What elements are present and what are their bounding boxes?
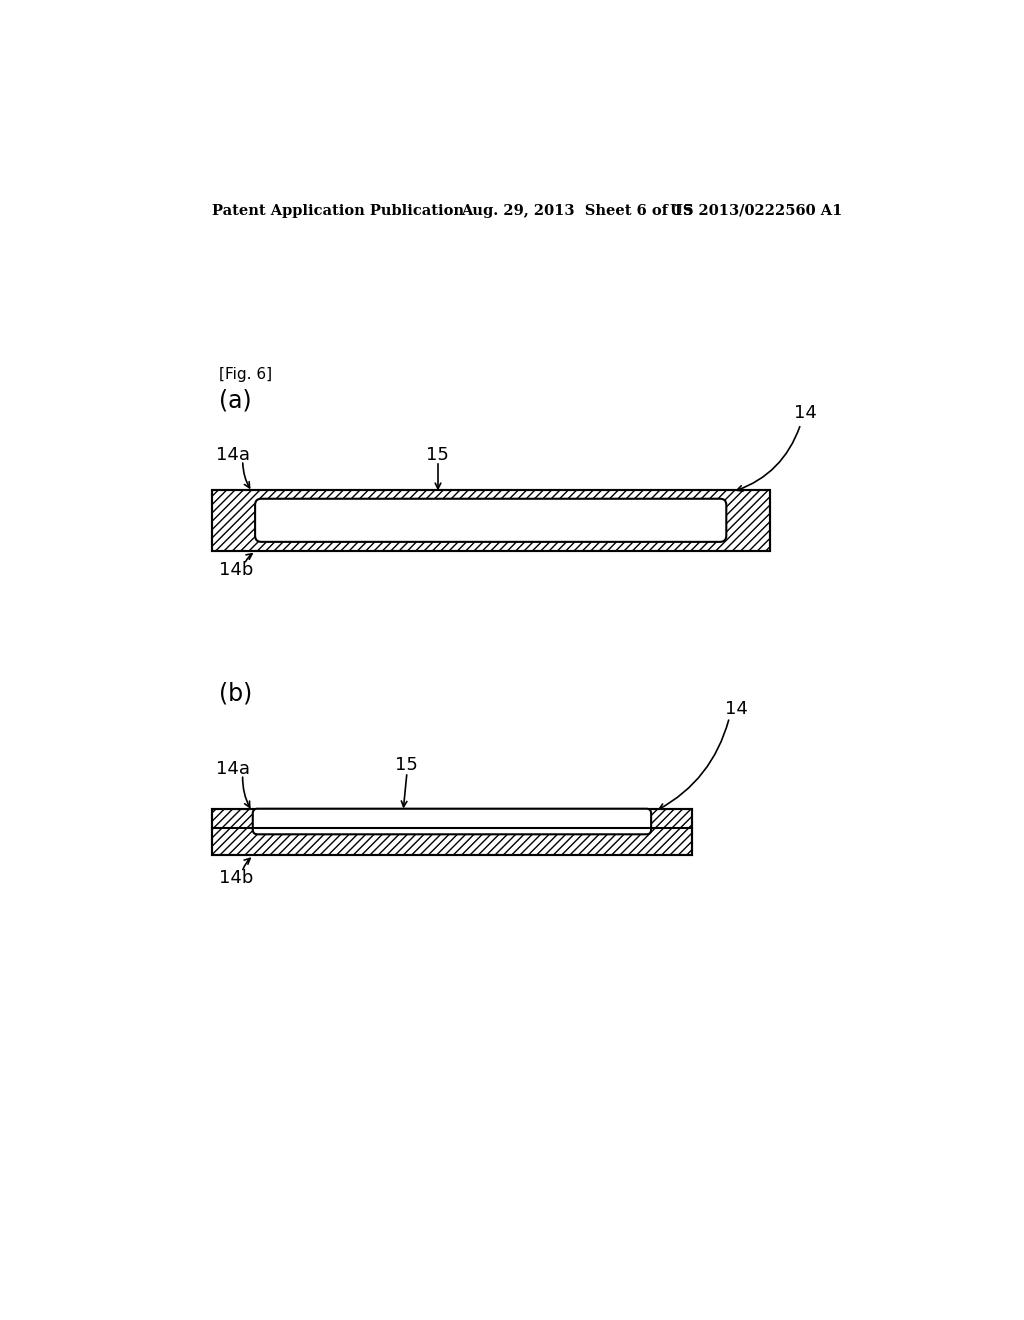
Text: [Fig. 6]: [Fig. 6] [219,367,272,381]
Bar [212,809,692,855]
Bar [212,490,770,552]
Text: 14: 14 [795,404,817,421]
Bar [212,490,770,552]
Text: Aug. 29, 2013  Sheet 6 of 15: Aug. 29, 2013 Sheet 6 of 15 [461,203,694,218]
Text: (b): (b) [219,681,253,706]
Text: (a): (a) [219,389,252,413]
Text: Patent Application Publication: Patent Application Publication [212,203,464,218]
FancyBboxPatch shape [255,499,726,543]
Text: 15: 15 [426,446,450,463]
Text: 14a: 14a [216,760,250,777]
Text: 14a: 14a [216,446,250,463]
Text: 14b: 14b [219,561,254,579]
FancyBboxPatch shape [253,809,651,834]
Bar [212,809,692,855]
Text: US 2013/0222560 A1: US 2013/0222560 A1 [671,203,843,218]
Text: 14b: 14b [219,870,254,887]
Text: 15: 15 [395,756,418,774]
Text: 14: 14 [725,700,748,718]
